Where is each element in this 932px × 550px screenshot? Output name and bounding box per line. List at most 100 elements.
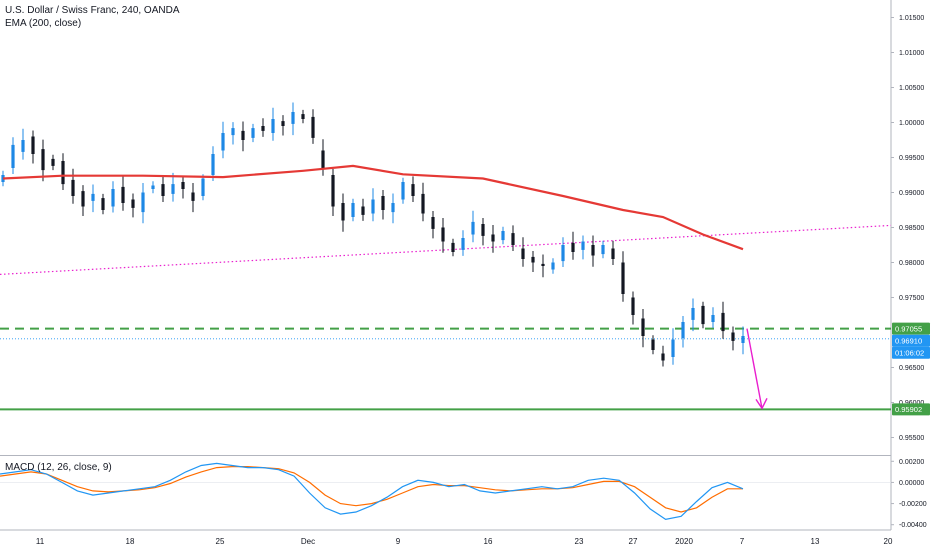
time-tick-label: Dec [301,537,315,546]
candle-body [341,203,345,221]
candle-body [21,140,25,152]
last-price-tag: 0.96910 [895,337,922,346]
candle-body [681,322,685,339]
candle-body [561,245,565,262]
candle-body [371,199,375,214]
candle-body [41,149,45,171]
candle-body [501,231,505,241]
time-tick-label: 16 [484,537,493,546]
price-tick-label: 0.98000 [899,260,924,267]
candle-body [431,217,435,229]
candle-body [601,245,605,255]
candle-body [551,262,555,270]
candle-body [581,241,585,250]
candle-body [731,332,735,341]
candle-body [331,175,335,207]
candle-body [71,179,75,196]
countdown-tag-bg [892,346,930,359]
candle-body [471,221,475,235]
candle-body [31,136,35,154]
support-price-tag: 0.95902 [895,405,922,414]
candle-body [511,233,515,245]
candle-body [251,128,255,138]
price-tick-label: 1.00500 [899,85,924,92]
candle-body [181,182,185,189]
time-tick-label: 18 [126,537,135,546]
support-price-tag-bg [892,403,930,416]
price-tick-label: 0.95500 [899,435,924,442]
time-tick-label: 20 [884,537,893,546]
candle-body [11,144,15,168]
time-tick-label: 25 [216,537,225,546]
candle-body [621,262,625,294]
resistance-price-tag: 0.97055 [895,324,922,333]
time-tick-label: 2020 [675,537,693,546]
candle-body [631,297,635,315]
macd-tick-label: 0.00000 [899,480,924,487]
time-tick-label: 11 [36,537,45,546]
candle-body [221,133,225,151]
candle-body [481,224,485,236]
candle-body [241,130,245,140]
candle-body [261,126,265,131]
candle-body [231,128,235,136]
price-tick-label: 0.96500 [899,365,924,372]
price-tick-label: 0.98500 [899,225,924,232]
candle-body [611,248,615,259]
candle-body [401,182,405,200]
ema-200-line [2,164,744,251]
candle-body [151,185,155,189]
price-tick-label: 1.01000 [899,50,924,57]
macd-tick-label: -0.00400 [899,522,927,529]
candle-body [131,199,135,208]
candle-body [521,248,525,259]
candle-body [591,245,595,256]
candle-body [391,203,395,213]
candle-body [491,234,495,242]
last-price-tag-bg [892,334,930,347]
ema-indicator-label: EMA (200, close) [5,18,82,29]
candle-body [701,305,705,325]
ascending-trendline [0,224,892,275]
macd-tick-label: -0.00200 [899,501,927,508]
candle-body [271,119,275,133]
candle-body [411,184,415,196]
candle-body [281,121,285,126]
macd-indicator-label: MACD (12, 26, close, 9) [5,462,112,473]
candle-body [291,112,295,124]
time-tick-label: 7 [740,537,745,546]
candle-body [641,318,645,336]
candle-body [441,227,445,242]
candle-body [651,339,655,350]
price-tick-label: 0.99500 [899,155,924,162]
candle-body [91,193,95,201]
price-tick-label: 1.00000 [899,120,924,127]
candle-body [351,203,355,217]
candle-body [141,192,145,213]
candle-body [301,114,305,119]
candle-body [421,193,425,214]
candle-body [711,315,715,322]
countdown-tag: 01:06:02 [895,349,924,358]
resistance-price-tag-bg [892,322,930,335]
candle-body [61,161,65,185]
candle-body [211,154,215,175]
candle-body [51,158,55,166]
candle-body [321,150,325,168]
candle-body [741,336,745,343]
candle-body [311,116,315,138]
candle-body [161,184,165,196]
candle-body [361,206,365,215]
time-tick-label: 27 [629,537,638,546]
projection-arrow-head [755,398,768,410]
projection-arrow-shaft [746,328,763,409]
candle-body [721,312,725,332]
candle-body [691,308,695,320]
candle-body [461,238,465,250]
candle-body [191,192,195,201]
candle-body [171,184,175,194]
candle-body [671,339,675,357]
time-tick-label: 13 [811,537,820,546]
macd-line [0,462,744,521]
